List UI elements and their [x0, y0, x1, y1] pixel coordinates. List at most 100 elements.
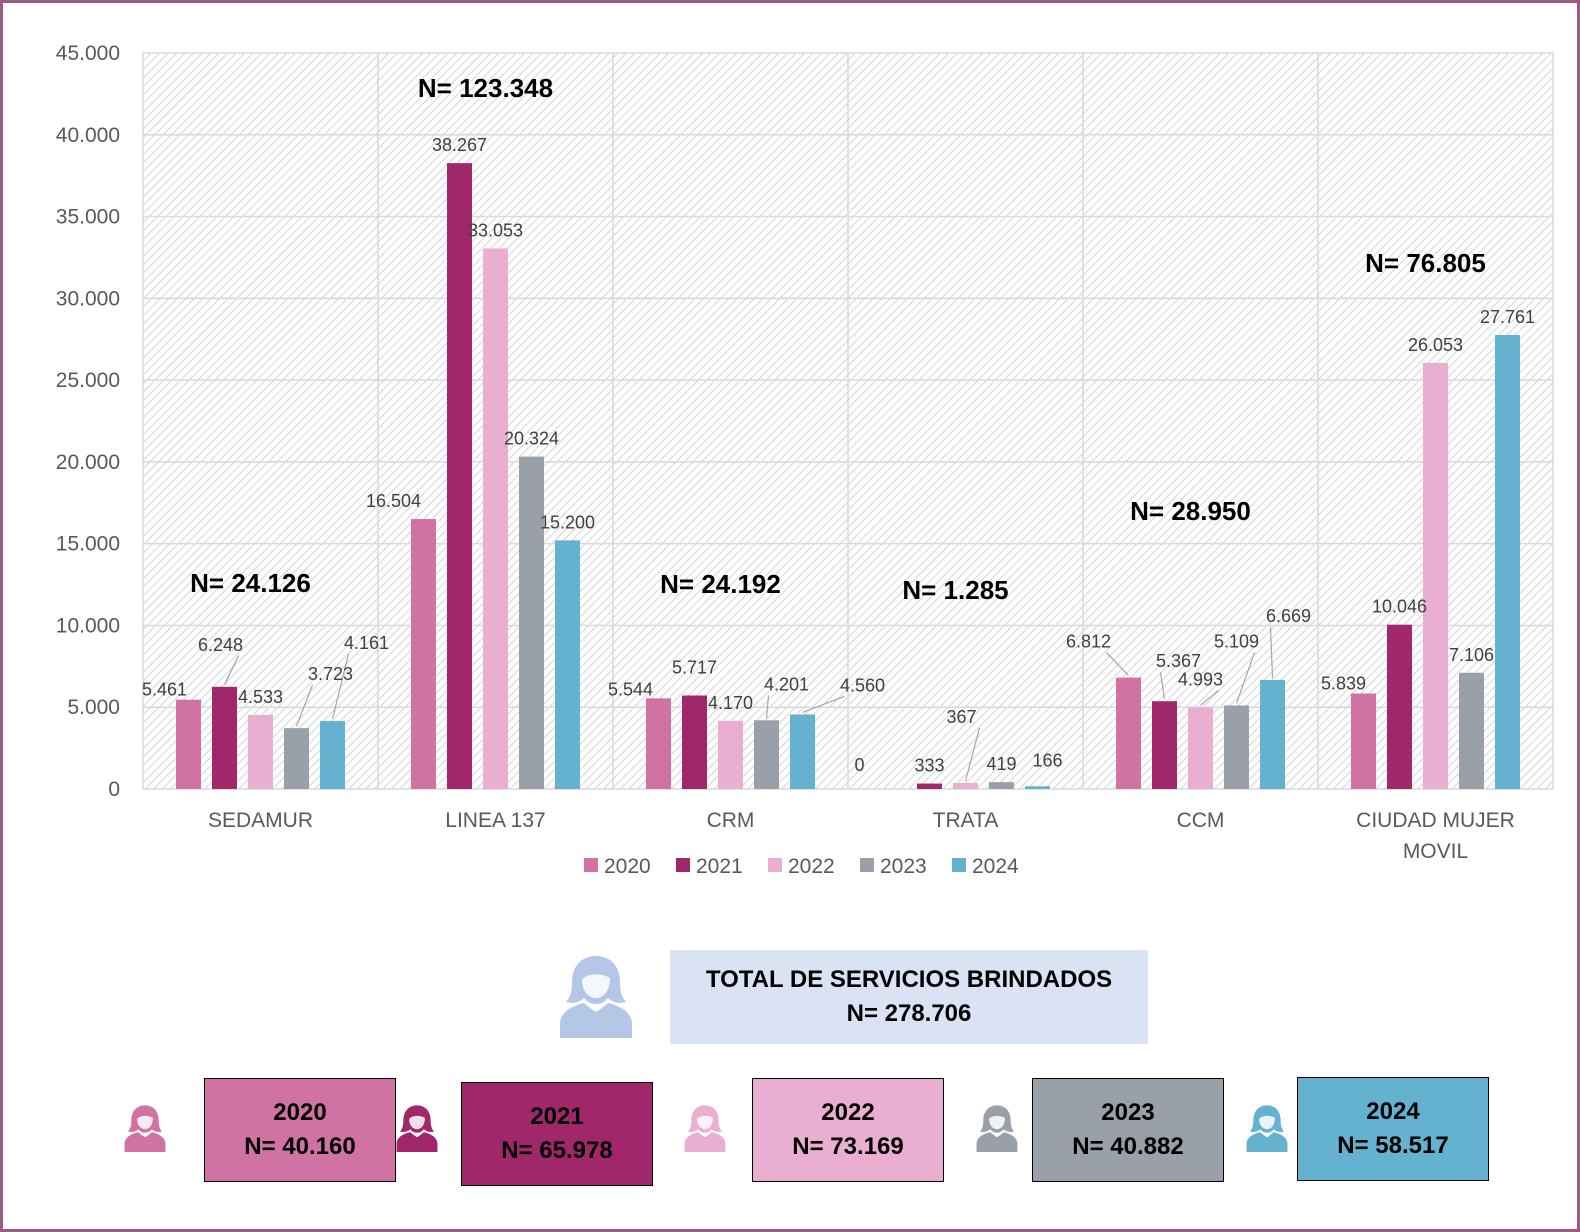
bar: [1351, 693, 1376, 789]
leader-line: [765, 695, 770, 719]
data-label: 10.046: [1372, 597, 1427, 617]
category-total-label: N= 28.950: [1130, 496, 1251, 526]
year-total-value: N= 58.517: [1337, 1132, 1449, 1159]
bar: [989, 782, 1014, 789]
leader-line: [223, 655, 240, 686]
y-tick-label: 15.000: [56, 533, 120, 556]
bar: [646, 698, 671, 789]
year-total-value: N= 40.160: [244, 1133, 356, 1160]
legend-swatch: [584, 858, 598, 872]
bar: [1387, 624, 1412, 789]
data-label: 5.544: [608, 679, 653, 699]
data-label: 26.053: [1408, 335, 1463, 355]
data-label: 6.812: [1066, 632, 1111, 652]
data-label: 4.533: [238, 687, 283, 707]
x-category-label: CIUDAD MUJER: [1356, 809, 1515, 832]
bar: [483, 248, 508, 789]
year-total-box-2023: 2023 N= 40.882: [1032, 1078, 1224, 1182]
bar: [1152, 701, 1177, 789]
woman-icon-face: [582, 974, 610, 998]
year-total-value: N= 40.882: [1072, 1133, 1184, 1160]
y-tick-label: 25.000: [56, 369, 120, 392]
bar: [917, 783, 942, 789]
leader-line: [331, 653, 350, 720]
x-category-label: TRATA: [933, 809, 999, 832]
data-label: 4.170: [708, 693, 753, 713]
legend-swatch: [860, 858, 874, 872]
bar: [176, 699, 201, 789]
data-label: 367: [946, 707, 976, 727]
bar: [411, 519, 436, 789]
woman-icon: [1246, 1105, 1288, 1152]
bar: [1116, 677, 1141, 789]
woman-icon-face: [409, 1115, 425, 1130]
data-label: 5.717: [672, 657, 717, 677]
bar: [1224, 705, 1249, 789]
bar: [555, 540, 580, 789]
woman-icon: [684, 1105, 726, 1152]
year-total-year: 2021: [530, 1103, 584, 1130]
legend-label: 2021: [696, 855, 743, 878]
data-label: 4.201: [764, 674, 809, 694]
bar: [790, 714, 815, 789]
bar: [1423, 362, 1448, 789]
bar: [953, 782, 978, 789]
x-axis-categories: SEDAMUR LINEA 137 CRM TRATA CCM CIUDAD MUJER M…: [208, 809, 1515, 863]
year-total-box-2020: 2020 N= 40.160: [204, 1078, 396, 1182]
bar: [1459, 672, 1484, 789]
leader-lines: [223, 626, 1274, 782]
woman-icon-face: [697, 1115, 713, 1130]
bar: [1188, 707, 1213, 789]
legend-swatch: [768, 858, 782, 872]
data-label: 166: [1032, 750, 1062, 770]
leader-line: [1159, 672, 1166, 700]
legend-swatch: [952, 858, 966, 872]
bar: [320, 720, 345, 789]
legend: 2020 2021 2022 2023 2024: [584, 855, 1019, 878]
category-total-label: N= 24.126: [190, 568, 311, 598]
year-total-box-2022: 2022 N= 73.169: [752, 1078, 944, 1182]
y-tick-label: 10.000: [56, 614, 120, 637]
total-summary-box: TOTAL DE SERVICIOS BRINDADOS N= 278.706: [670, 950, 1148, 1044]
bar: [212, 686, 237, 789]
woman-icon: [124, 1105, 166, 1152]
x-category-label: LINEA 137: [445, 809, 545, 832]
woman-icon-face: [1259, 1115, 1275, 1130]
legend-label: 2024: [972, 855, 1019, 878]
woman-icon: [976, 1105, 1018, 1152]
data-label: 5.839: [1321, 673, 1366, 693]
bar: [1260, 679, 1285, 789]
leader-line: [1200, 689, 1219, 706]
data-label: 38.267: [432, 135, 487, 155]
category-total-label: N= 123.348: [418, 73, 553, 103]
year-total-year: 2022: [821, 1099, 875, 1126]
data-label: 3.723: [308, 664, 353, 684]
data-label: 20.324: [504, 429, 559, 449]
bar: [682, 695, 707, 789]
total-summary-title: TOTAL DE SERVICIOS BRINDADOS: [705, 966, 1113, 993]
category-total-label: N= 76.805: [1365, 248, 1486, 278]
leader-line: [1235, 652, 1256, 704]
y-tick-label: 20.000: [56, 451, 120, 474]
bar: [1025, 786, 1050, 789]
gridlines: [142, 52, 1554, 790]
bar: [519, 456, 544, 789]
data-label: 0: [854, 755, 864, 775]
year-total-box-2024: 2024 N= 58.517: [1297, 1077, 1489, 1181]
bars: [176, 163, 1520, 789]
bar: [248, 714, 273, 789]
leader-line: [802, 695, 845, 713]
woman-icon-face: [989, 1115, 1005, 1130]
legend-label: 2022: [788, 855, 835, 878]
x-category-label: CRM: [707, 809, 755, 832]
bar: [1495, 334, 1520, 789]
woman-icon: [560, 956, 632, 1038]
leader-line: [1106, 652, 1129, 677]
legend-swatch: [676, 858, 690, 872]
category-total-label: N= 1.285: [902, 575, 1008, 605]
bar: [754, 720, 779, 789]
year-total-box-2021: 2021 N= 65.978: [461, 1082, 653, 1186]
data-label: 6.248: [198, 635, 243, 655]
y-tick-label: 40.000: [56, 124, 120, 147]
data-label: 16.504: [366, 491, 421, 511]
